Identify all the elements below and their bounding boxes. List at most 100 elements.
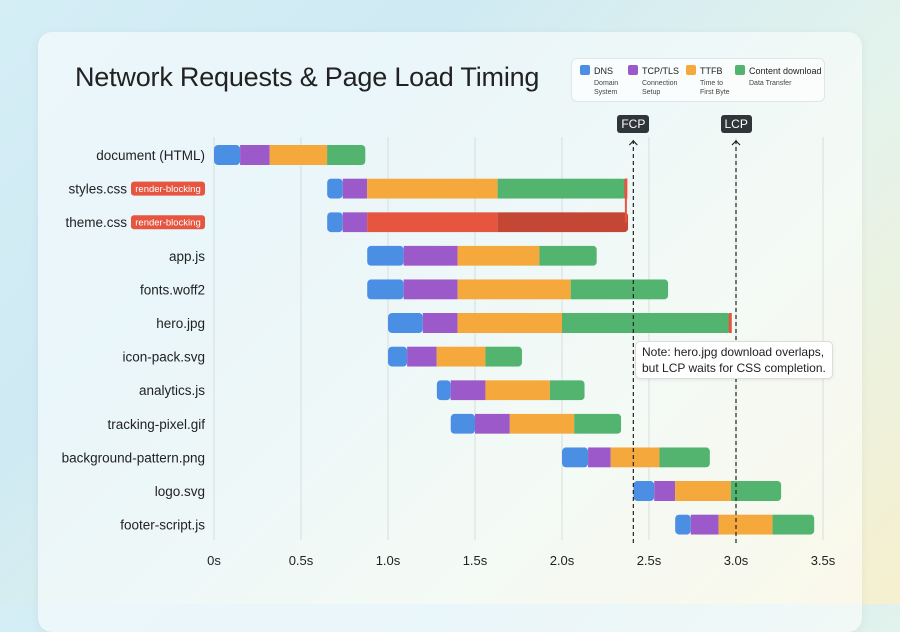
- render-blocking-badge: [131, 215, 205, 230]
- dns-segment: [675, 514, 691, 535]
- request-bar: [388, 313, 732, 333]
- tcp-segment: [450, 380, 486, 401]
- arrow-up-icon: [628, 140, 638, 146]
- tcp-segment: [403, 279, 458, 300]
- ttfb-segment: [269, 145, 328, 165]
- tcp-segment: [588, 447, 611, 468]
- x-tick-label: 1.0s: [376, 553, 401, 568]
- legend-item-dns: DNS Domain System: [580, 65, 630, 97]
- x-tick-label: 1.5s: [463, 553, 488, 568]
- request-bar: [367, 245, 597, 266]
- legend-label: TCP/TLS: [642, 66, 680, 76]
- annotation-note: Note: hero.jpg download overlaps, but LC…: [635, 341, 833, 379]
- download-segment: [659, 447, 710, 468]
- dns-segment: [388, 313, 423, 333]
- download-segment: [539, 245, 597, 266]
- request-bar: [562, 447, 710, 468]
- legend-swatch-dns: [580, 65, 590, 75]
- tcp-segment: [475, 413, 510, 434]
- dns-segment: [633, 481, 655, 501]
- legend-item-download: Content download Data Transfer: [735, 65, 829, 88]
- row-label: hero.jpg: [156, 316, 205, 331]
- download-segment: [562, 313, 731, 333]
- x-tick-label: 0s: [207, 553, 221, 568]
- legend-sub: Domain System: [594, 80, 619, 96]
- legend-item-tcp: TCP/TLS Connection Setup: [628, 65, 684, 97]
- row-label: theme.css: [65, 215, 127, 230]
- dns-segment: [450, 413, 475, 434]
- request-bar: [388, 346, 522, 367]
- legend-label: DNS: [594, 66, 614, 76]
- row-label: icon-pack.svg: [122, 350, 205, 365]
- download-segment: [497, 212, 629, 233]
- row-label: fonts.woff2: [140, 282, 205, 297]
- download-segment: [730, 481, 782, 501]
- row-label: background-pattern.png: [62, 450, 205, 465]
- request-bar: [214, 145, 366, 165]
- x-tick-label: 3.0s: [724, 553, 749, 568]
- legend-swatch-download: [735, 65, 745, 75]
- download-segment: [574, 413, 622, 434]
- badge-label: render-blocking: [135, 218, 200, 229]
- request-bar: [327, 212, 629, 233]
- tcp-segment: [240, 145, 270, 165]
- dns-segment: [367, 245, 404, 266]
- download-segment: [327, 145, 366, 165]
- x-tick-label: 2.0s: [550, 553, 575, 568]
- ttfb-segment: [610, 447, 660, 468]
- annotation-line: Note: hero.jpg download overlaps,: [642, 345, 825, 359]
- row-label: app.js: [169, 249, 205, 264]
- x-tick-label: 3.5s: [811, 553, 836, 568]
- legend-swatch-tcp: [628, 65, 638, 75]
- tcp-segment: [690, 514, 719, 535]
- legend-sub: Connection Setup: [642, 80, 678, 96]
- row-label: tracking-pixel.gif: [107, 417, 205, 432]
- row-label: styles.css: [68, 182, 127, 197]
- tcp-segment: [654, 481, 676, 501]
- dns-segment: [436, 380, 451, 401]
- ttfb-segment: [367, 178, 498, 199]
- dns-segment: [327, 212, 343, 233]
- request-bar: [367, 279, 669, 300]
- ttfb-segment: [485, 380, 550, 401]
- dns-segment: [562, 447, 589, 468]
- request-bar: [450, 413, 622, 434]
- row-label: logo.svg: [155, 484, 205, 499]
- request-bar: [633, 481, 782, 501]
- ttfb-segment: [718, 514, 773, 535]
- row-label: footer-script.js: [120, 518, 205, 533]
- ttfb-segment: [367, 212, 498, 233]
- ttfb-segment: [457, 313, 562, 333]
- request-bar: [436, 380, 585, 401]
- chart-title: Network Requests & Page Load Timing: [75, 62, 540, 92]
- download-segment: [485, 346, 522, 367]
- tcp-segment: [342, 178, 368, 199]
- dns-segment: [367, 279, 404, 300]
- x-tick-label: 0.5s: [289, 553, 314, 568]
- download-segment: [497, 178, 627, 199]
- row-label: document (HTML): [96, 148, 205, 163]
- download-segment: [772, 514, 815, 535]
- tcp-segment: [403, 245, 458, 266]
- x-tick-label: 2.5s: [637, 553, 662, 568]
- ttfb-segment: [457, 245, 540, 266]
- tcp-segment: [422, 313, 458, 333]
- ttfb-segment: [436, 346, 486, 367]
- request-bar: [675, 514, 815, 535]
- tcp-segment: [342, 212, 368, 233]
- ttfb-segment: [457, 279, 571, 300]
- dns-segment: [388, 346, 408, 367]
- dns-segment: [327, 178, 343, 199]
- lcp-marker-label: LCP: [720, 115, 752, 133]
- ttfb-segment: [509, 413, 575, 434]
- legend-label: TTFB: [700, 66, 723, 76]
- annotation-line: but LCP waits for CSS completion.: [642, 361, 826, 375]
- row-label: analytics.js: [139, 383, 205, 398]
- download-segment: [549, 380, 585, 401]
- ttfb-segment: [675, 481, 731, 501]
- legend-item-ttfb: TTFB Time to First Byte: [686, 65, 734, 97]
- legend-sub: Data Transfer: [749, 80, 792, 87]
- legend-sub: Time to First Byte: [700, 80, 730, 96]
- tcp-segment: [407, 346, 437, 367]
- legend-swatch-ttfb: [686, 65, 696, 75]
